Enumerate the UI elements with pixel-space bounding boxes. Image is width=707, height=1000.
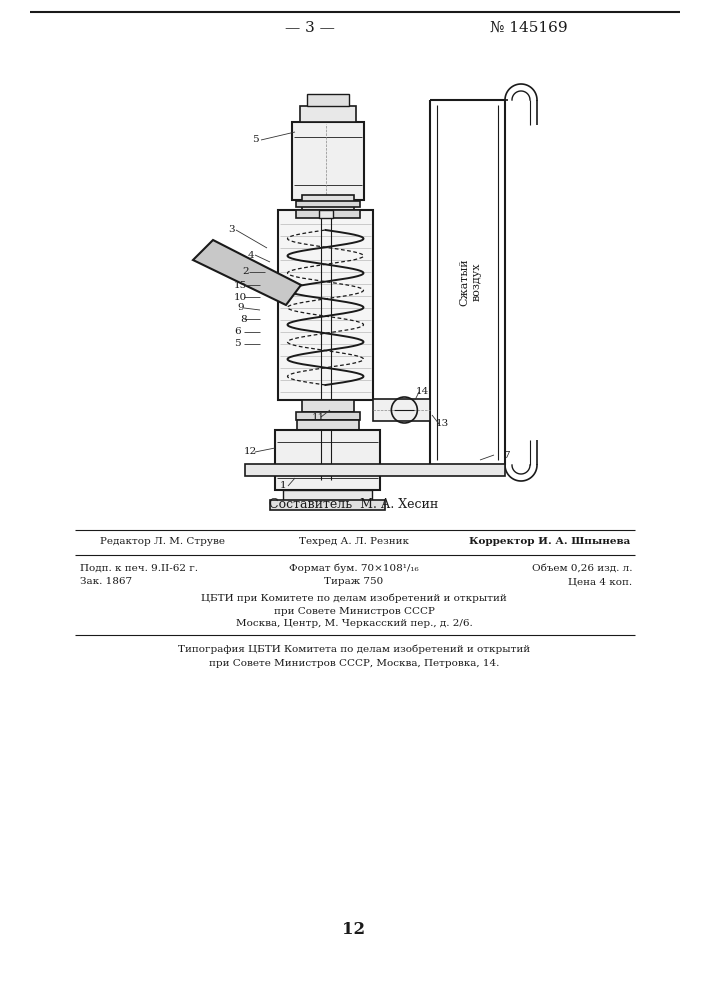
Bar — [292, 437, 364, 445]
Polygon shape — [193, 240, 301, 305]
Text: 2: 2 — [242, 267, 249, 276]
Bar — [318, 210, 332, 218]
Text: Тираж 750: Тираж 750 — [325, 578, 384, 586]
Bar — [292, 122, 364, 200]
Bar — [318, 400, 332, 480]
Text: 12: 12 — [342, 922, 366, 938]
Bar — [278, 210, 373, 400]
Bar — [300, 106, 356, 122]
Text: Редактор Л. М. Струве: Редактор Л. М. Струве — [100, 538, 225, 546]
Bar — [373, 399, 430, 421]
Bar — [296, 412, 360, 420]
Text: 6: 6 — [234, 328, 240, 336]
Text: Цена 4 коп.: Цена 4 коп. — [568, 578, 632, 586]
Bar — [296, 201, 360, 207]
Text: 13: 13 — [436, 420, 449, 428]
Bar — [297, 420, 359, 440]
Text: Объем 0,26 изд. л.: Объем 0,26 изд. л. — [532, 564, 632, 572]
Text: 5: 5 — [252, 135, 259, 144]
Bar — [315, 442, 336, 460]
Text: Зак. 1867: Зак. 1867 — [80, 578, 132, 586]
Text: Корректор И. А. Шпынева: Корректор И. А. Шпынева — [469, 538, 630, 546]
Text: № 145169: № 145169 — [490, 21, 568, 35]
Bar — [315, 460, 336, 475]
Text: 8: 8 — [240, 314, 247, 324]
Bar — [302, 195, 354, 205]
Text: ЦБТИ при Комитете по делам изобретений и открытий: ЦБТИ при Комитете по делам изобретений и… — [201, 593, 507, 603]
Text: 4: 4 — [248, 250, 255, 259]
Text: 12: 12 — [244, 448, 257, 456]
Bar — [275, 430, 380, 490]
Text: Техред А. Л. Резник: Техред А. Л. Резник — [299, 538, 409, 546]
Text: Формат бум. 70×108¹/₁₆: Формат бум. 70×108¹/₁₆ — [289, 563, 419, 573]
Text: 1: 1 — [280, 482, 286, 490]
Text: 11: 11 — [312, 412, 325, 422]
Text: Сжатый
воздух: Сжатый воздух — [460, 258, 481, 306]
Text: 14: 14 — [416, 387, 429, 396]
Bar — [312, 459, 339, 475]
Text: Москва, Центр, М. Черкасский пер., д. 2/6.: Москва, Центр, М. Черкасский пер., д. 2/… — [235, 619, 472, 629]
Text: Типография ЦБТИ Комитета по делам изобретений и открытий: Типография ЦБТИ Комитета по делам изобре… — [178, 644, 530, 654]
Text: 15: 15 — [234, 280, 247, 290]
Text: Подп. к печ. 9.II-62 г.: Подп. к печ. 9.II-62 г. — [80, 564, 198, 572]
Text: 7: 7 — [503, 450, 510, 460]
Bar — [302, 200, 354, 210]
Bar — [296, 210, 360, 218]
Bar — [307, 94, 349, 106]
Bar — [283, 490, 372, 502]
Text: при Совете Министров СССР, Москва, Петровка, 14.: при Совете Министров СССР, Москва, Петро… — [209, 658, 499, 668]
Text: 10: 10 — [234, 292, 247, 302]
Text: при Совете Министров СССР: при Совете Министров СССР — [274, 606, 434, 615]
Text: Составитель  М. А. Хесин: Составитель М. А. Хесин — [269, 498, 438, 512]
Bar — [302, 400, 354, 412]
Bar — [270, 500, 385, 510]
Text: 9: 9 — [237, 304, 244, 312]
Bar — [245, 464, 505, 476]
Text: 5: 5 — [234, 340, 240, 349]
Text: 3: 3 — [228, 226, 235, 234]
Text: — 3 —: — 3 — — [285, 21, 335, 35]
